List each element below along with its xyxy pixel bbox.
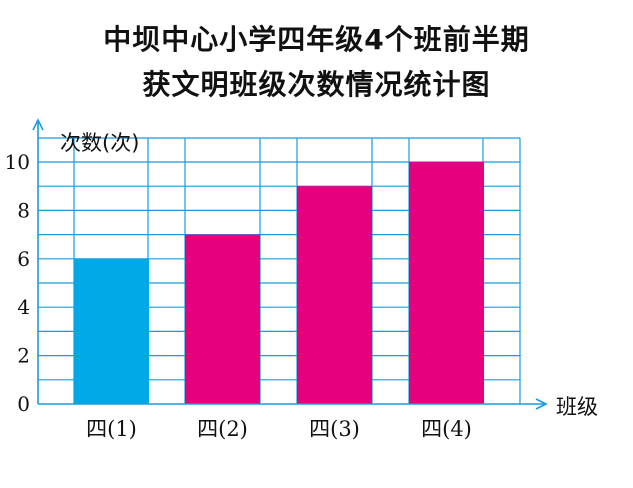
y-tick-label: 2 [17, 344, 30, 368]
x-tick-label-1: 四(1) [86, 417, 137, 441]
x-axis-arrow [535, 398, 548, 410]
chart-title-line-1: 中坝中心小学四年级4个班前半期 [103, 23, 530, 56]
bar-3 [297, 186, 372, 404]
axes [32, 118, 548, 410]
chart-title-line-2: 获文明班级次数情况统计图 [142, 68, 491, 101]
y-axis-label: 次数(次) [60, 131, 139, 155]
bar-4 [409, 162, 484, 404]
x-axis-label: 班级 [556, 395, 598, 419]
y-tick-label: 10 [5, 150, 30, 174]
bars [74, 162, 484, 404]
y-tick-label: 4 [17, 295, 30, 319]
x-tick-label-3: 四(3) [309, 417, 360, 441]
y-tick-labels: 0 2 4 6 8 10 [5, 150, 30, 416]
bar-2 [185, 234, 260, 404]
bar-1 [74, 258, 149, 404]
y-tick-label: 0 [17, 392, 30, 416]
y-tick-label: 8 [17, 198, 30, 222]
x-tick-label-4: 四(4) [421, 417, 472, 441]
x-category-labels: 四(1) 四(2) 四(3) 四(4) [86, 417, 472, 441]
y-tick-label: 6 [17, 247, 30, 271]
y-axis-arrow [32, 118, 44, 131]
x-tick-label-2: 四(2) [197, 417, 248, 441]
